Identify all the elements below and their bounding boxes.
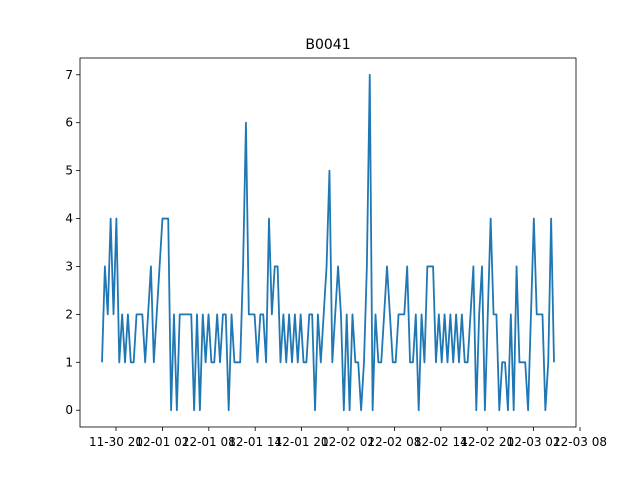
y-tick-label: 7: [65, 68, 73, 82]
series-line: [101, 73, 555, 412]
x-tick-label: 12-01 02: [135, 435, 189, 449]
x-tick-label: 12-02 14: [414, 435, 468, 449]
y-tick-label: 5: [65, 164, 73, 178]
x-tick-label: 12-01 08: [182, 435, 236, 449]
y-tick-label: 3: [65, 259, 73, 273]
x-tick-label: 11-30 20: [89, 435, 143, 449]
x-tick-label: 12-01 14: [228, 435, 282, 449]
y-tick-label: 4: [65, 212, 73, 226]
x-tick-label: 12-02 20: [460, 435, 514, 449]
y-tick-label: 2: [65, 307, 73, 321]
plot-area: [79, 57, 577, 428]
chart-title: B0041: [305, 37, 350, 53]
y-tick-label: 1: [65, 355, 73, 369]
x-tick-label: 12-03 08: [553, 435, 607, 449]
y-axis: 0 1 2 3 4 5 6 7: [65, 68, 80, 417]
y-tick-label: 6: [65, 116, 73, 130]
y-tick-label: 0: [65, 403, 73, 417]
x-tick-label: 12-02 02: [321, 435, 375, 449]
x-tick-label: 12-02 08: [367, 435, 421, 449]
x-tick-label: 12-03 02: [507, 435, 561, 449]
x-tick-label: 12-01 20: [275, 435, 329, 449]
plot-frame: [79, 57, 577, 428]
